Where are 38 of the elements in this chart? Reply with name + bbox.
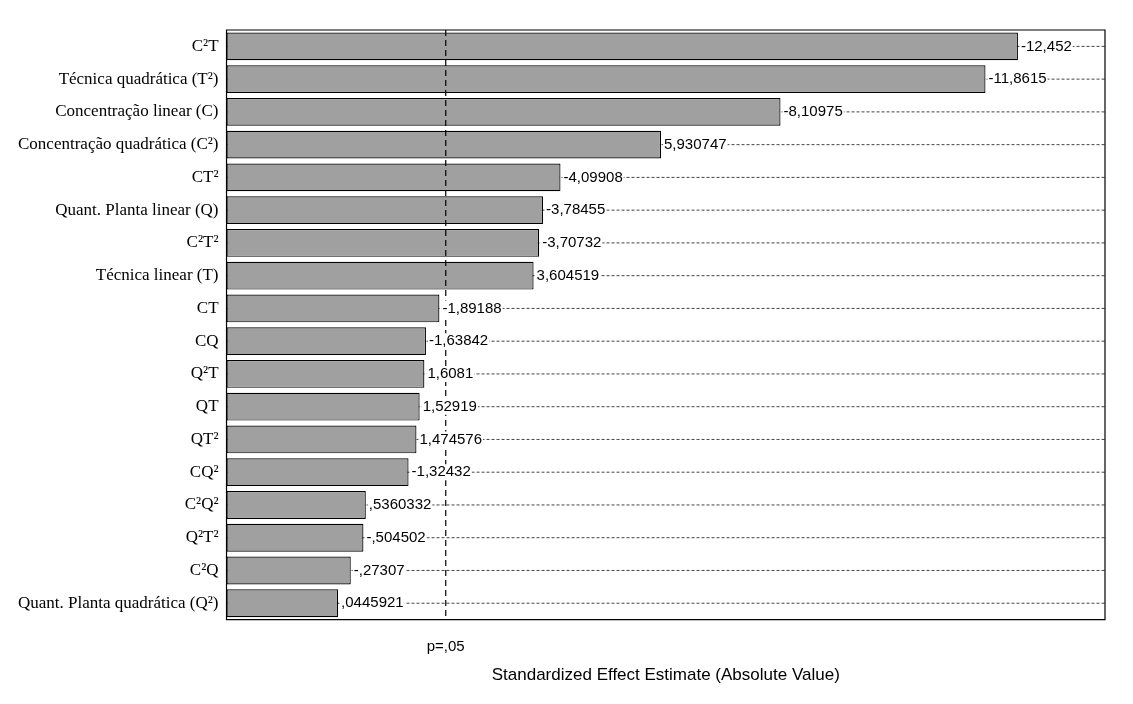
y-tick-label: C²T² <box>186 232 219 252</box>
annotation: -11,8615 <box>988 69 1047 87</box>
annotation: -,504502 <box>366 527 426 545</box>
annotation: -1,63842 <box>428 331 489 349</box>
y-tick-label: C²T <box>191 35 220 55</box>
annotation: 1,52919 <box>422 396 477 414</box>
annotation: 5,930747 <box>664 134 727 152</box>
y-tick-label: Técnica linear (T) <box>95 265 219 285</box>
y-tick-label: Quant. Planta linear (Q) <box>55 199 219 219</box>
annotation: -3,70732 <box>542 233 602 251</box>
annotation: -1,89188 <box>442 298 502 316</box>
annotation: -3,78455 <box>546 200 606 218</box>
annotation: 3,604519 <box>536 265 600 283</box>
annotation: 1,6081 <box>427 364 474 382</box>
annotation: 1,474576 <box>419 429 483 447</box>
annotation: -4,09908 <box>563 167 623 185</box>
annotation: ,0445921 <box>341 593 404 611</box>
y-tick-label: Técnica quadrática (T²) <box>58 68 219 88</box>
annotation: -1,32432 <box>411 462 471 480</box>
y-tick-label: C²Q² <box>184 494 219 514</box>
x-axis-title: Standardized Effect Estimate (Absolute Value) <box>491 665 840 685</box>
y-tick-label: CT <box>196 297 220 317</box>
y-tick-label: QT <box>195 396 220 416</box>
y-tick-label: CQ² <box>189 461 219 481</box>
y-tick-label: Quant. Planta quadrática (Q²) <box>17 592 219 612</box>
y-tick-label: CT² <box>191 166 219 186</box>
annotation: -8,10975 <box>783 102 843 120</box>
ref-line-label: p=,05 <box>426 637 465 655</box>
y-tick-label: CQ <box>194 330 219 350</box>
annotation: ,5360332 <box>368 495 432 513</box>
y-tick-label: Q²T² <box>185 527 219 547</box>
annotation: -,27307 <box>353 560 405 578</box>
y-tick-label: Concentração linear (C) <box>55 101 219 121</box>
y-tick-label: QT² <box>190 428 219 448</box>
y-tick-label: Q²T <box>190 363 220 383</box>
text: -12,452 <box>1020 36 1072 54</box>
y-tick-label: Concentração quadrática (C²) <box>18 134 219 154</box>
y-tick-label: C²Q <box>189 559 219 579</box>
